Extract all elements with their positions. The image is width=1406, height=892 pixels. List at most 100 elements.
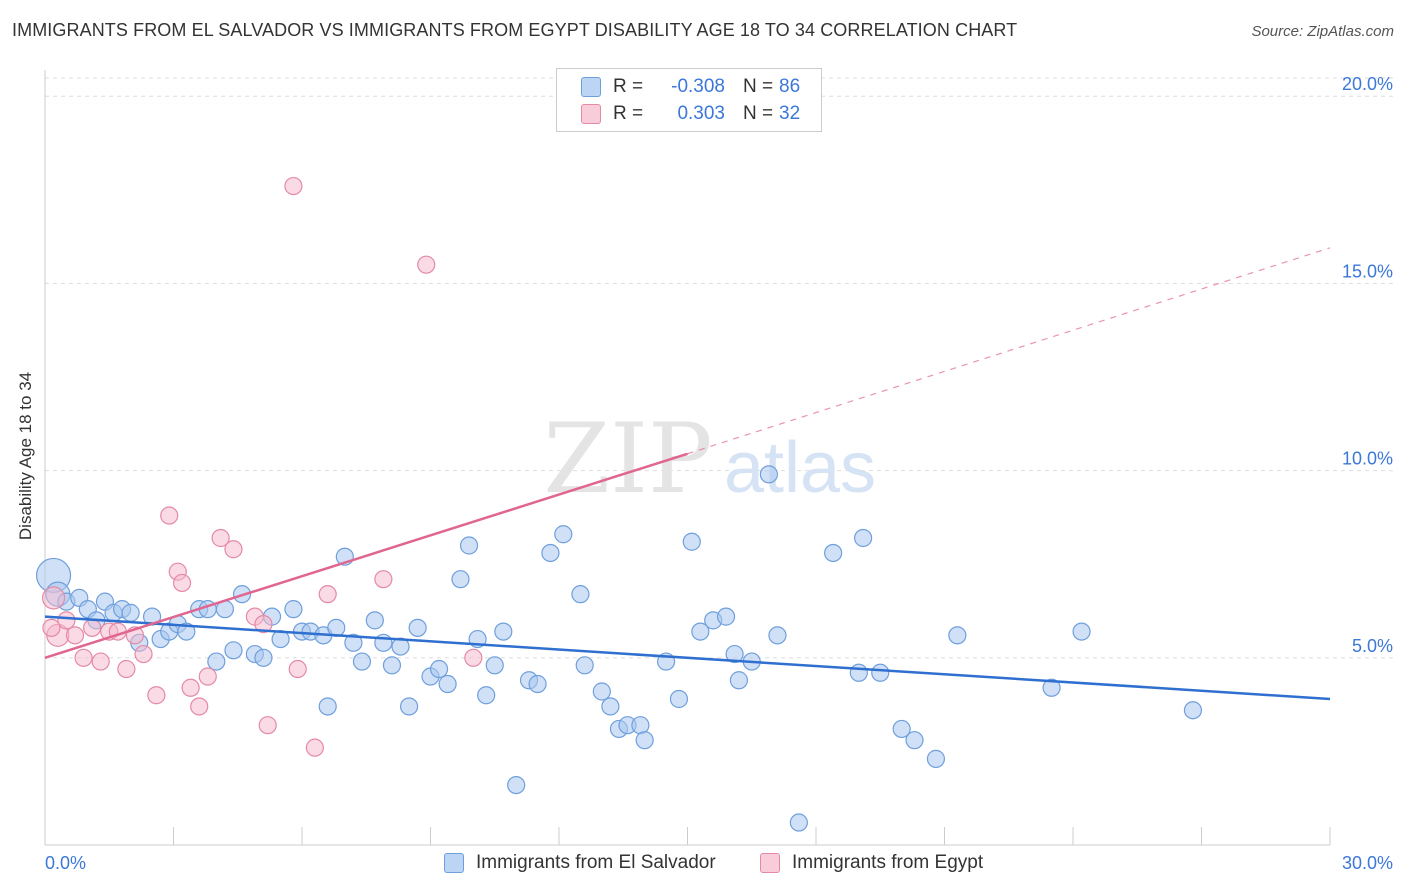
data-point-egypt <box>284 176 303 196</box>
legend-swatch-pink <box>760 853 780 873</box>
legend-n-value: 32 <box>779 103 801 124</box>
data-point-egypt <box>305 738 324 757</box>
data-point-el-salvador <box>207 652 226 671</box>
data-point-egypt <box>374 570 393 589</box>
data-point-el-salvador <box>477 686 496 705</box>
x-tick-label-max: 30.0% <box>1342 853 1393 873</box>
data-point-el-salvador <box>824 543 843 563</box>
data-point-egypt <box>41 586 66 610</box>
data-point-el-salvador <box>438 674 457 694</box>
data-point-egypt <box>318 585 337 604</box>
data-point-el-salvador <box>528 674 547 694</box>
data-point-el-salvador <box>429 659 449 679</box>
data-point-el-salvador <box>399 697 419 716</box>
legend-row-egypt: R = 0.303 N = 32 <box>581 102 800 126</box>
data-point-egypt <box>254 615 273 634</box>
legend-item-el-salvador: Immigrants from El Salvador <box>444 852 716 874</box>
legend-label: Immigrants from Egypt <box>792 852 984 873</box>
data-point-el-salvador <box>729 671 749 690</box>
data-point-egypt <box>74 648 93 667</box>
data-point-el-salvador <box>926 749 946 768</box>
legend-r-label: R = <box>613 76 644 97</box>
data-point-el-salvador <box>592 682 611 701</box>
trend-line-egypt-extension <box>687 247 1331 455</box>
data-point-egypt <box>258 716 277 735</box>
data-point-el-salvador <box>408 618 427 637</box>
data-point-el-salvador <box>716 607 736 626</box>
data-point-el-salvador <box>1072 622 1091 641</box>
trend-line-el-salvador <box>44 615 1331 701</box>
watermark: ZIP atlas <box>543 403 876 515</box>
data-point-el-salvador <box>571 585 590 604</box>
data-point-el-salvador <box>759 465 778 484</box>
data-point-egypt <box>83 618 102 637</box>
data-point-el-salvador <box>485 656 504 675</box>
series-el-salvador <box>35 465 1203 832</box>
data-point-el-salvador <box>682 532 701 551</box>
y-tick-label: 20.0% <box>1342 74 1393 94</box>
legend-swatch-pink <box>581 104 601 124</box>
data-point-el-salvador <box>224 641 243 660</box>
legend-swatch-blue <box>581 77 601 97</box>
data-point-el-salvador <box>318 697 337 716</box>
data-point-el-salvador <box>601 697 620 716</box>
legend-n-label: N = <box>743 76 774 97</box>
data-point-egypt <box>190 697 209 716</box>
data-point-el-salvador <box>849 663 868 682</box>
data-point-egypt <box>134 644 153 664</box>
data-point-egypt <box>91 652 110 671</box>
data-point-el-salvador <box>459 536 479 555</box>
data-point-el-salvador <box>391 637 410 656</box>
data-point-el-salvador <box>451 570 470 589</box>
data-point-el-salvador <box>507 775 526 795</box>
legend-r-value: 0.303 <box>677 103 725 124</box>
data-point-egypt <box>417 255 436 274</box>
data-point-egypt <box>42 618 61 637</box>
trend-lines <box>44 247 1331 701</box>
data-point-egypt <box>172 573 192 593</box>
data-point-egypt <box>181 678 200 697</box>
y-tick-label: 15.0% <box>1342 261 1393 281</box>
data-point-el-salvador <box>631 716 650 735</box>
data-point-egypt <box>117 659 136 679</box>
data-point-egypt <box>160 506 179 525</box>
chart-title: IMMIGRANTS FROM EL SALVADOR VS IMMIGRANT… <box>12 20 1018 40</box>
data-point-el-salvador <box>669 689 689 709</box>
data-point-egypt <box>224 540 243 559</box>
data-point-el-salvador <box>725 644 744 664</box>
data-point-egypt <box>211 528 230 548</box>
data-point-egypt <box>57 611 76 630</box>
data-point-el-salvador <box>948 626 967 645</box>
correlation-legend: R = -0.308 N = 86 R = 0.303 N = 32 <box>556 68 822 132</box>
legend-n-label: N = <box>743 103 774 124</box>
data-point-el-salvador <box>905 731 924 750</box>
data-point-el-salvador <box>142 607 162 626</box>
data-point-el-salvador <box>768 626 787 645</box>
legend-swatch-blue <box>444 853 464 873</box>
data-point-el-salvador <box>575 656 594 675</box>
legend-item-egypt: Immigrants from Egypt <box>760 852 983 874</box>
y-tick-label: 5.0% <box>1352 636 1393 656</box>
chart-source: Source: ZipAtlas.com <box>1251 23 1394 40</box>
data-point-el-salvador <box>691 622 710 641</box>
legend-label: Immigrants from El Salvador <box>476 852 716 873</box>
data-point-el-salvador <box>635 731 654 750</box>
tick-labels: 5.0% 10.0% 15.0% 20.0% 0.0% 30.0% <box>45 74 1393 873</box>
data-point-el-salvador <box>871 663 890 682</box>
data-point-egypt <box>198 667 217 686</box>
data-point-el-salvador <box>1042 678 1061 697</box>
data-point-egypt <box>288 659 307 679</box>
trend-line-egypt <box>44 452 688 659</box>
data-point-egypt <box>464 648 483 667</box>
data-point-el-salvador <box>789 813 808 832</box>
data-point-el-salvador <box>541 543 560 563</box>
series-egypt <box>41 176 483 757</box>
data-point-egypt <box>147 686 166 705</box>
data-point-el-salvador <box>382 656 402 675</box>
x-tick-label-min: 0.0% <box>45 853 86 873</box>
legend-r-label: R = <box>613 103 644 124</box>
data-point-el-salvador <box>365 611 384 630</box>
data-point-el-salvador <box>284 600 303 619</box>
data-point-el-salvador <box>344 633 363 652</box>
